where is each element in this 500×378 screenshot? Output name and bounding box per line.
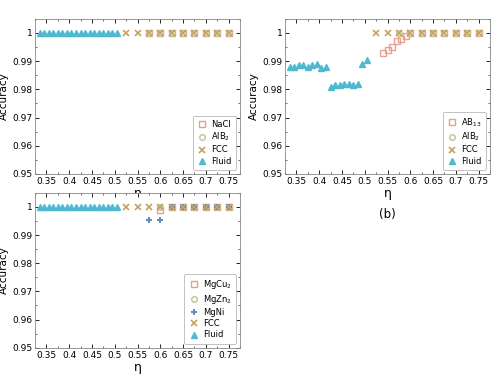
X-axis label: η: η: [384, 187, 392, 200]
X-axis label: η: η: [134, 187, 141, 200]
X-axis label: η: η: [134, 361, 141, 374]
Legend: NaCl, AlB$_2$, FCC, Fluid: NaCl, AlB$_2$, FCC, Fluid: [193, 116, 236, 170]
Legend: AB$_{13}$, AlB$_2$, FCC, Fluid: AB$_{13}$, AlB$_2$, FCC, Fluid: [442, 112, 486, 170]
Text: (b): (b): [379, 208, 396, 221]
Text: (a): (a): [129, 208, 146, 221]
Y-axis label: Accuracy: Accuracy: [250, 73, 260, 120]
Y-axis label: Accuracy: Accuracy: [0, 73, 10, 120]
Legend: MgCu$_2$, MgZn$_2$, MgNi, FCC, Fluid: MgCu$_2$, MgZn$_2$, MgNi, FCC, Fluid: [184, 274, 236, 344]
Y-axis label: Accuracy: Accuracy: [0, 246, 10, 294]
